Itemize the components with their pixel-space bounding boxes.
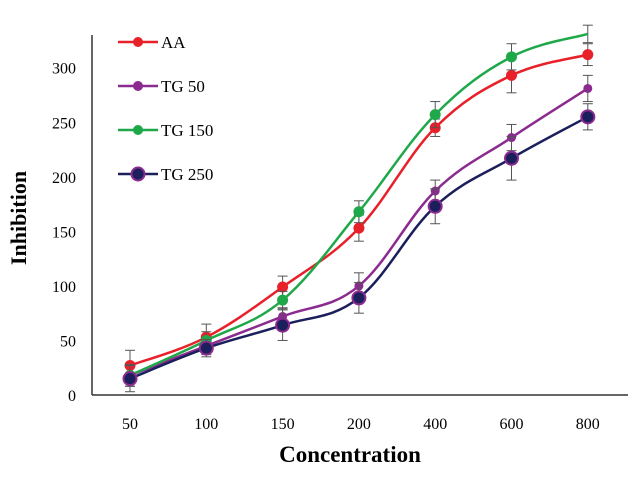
data-point — [122, 371, 138, 387]
legend-marker — [130, 166, 146, 182]
data-point — [582, 49, 594, 61]
y-tick-label: 200 — [52, 170, 76, 187]
series-tg-250 — [122, 103, 596, 393]
data-point — [353, 222, 365, 234]
y-axis-label: Inhibition — [6, 171, 31, 265]
x-tick-label: 400 — [423, 416, 447, 433]
data-point — [580, 109, 596, 125]
legend-label: TG 50 — [161, 77, 205, 96]
x-tick-label: 150 — [271, 416, 295, 433]
legend-marker — [133, 37, 143, 47]
x-axis-label: Concentration — [279, 442, 421, 467]
data-point — [427, 198, 443, 214]
legend-marker — [133, 125, 143, 135]
data-point — [429, 109, 441, 121]
y-tick-label: 250 — [52, 115, 76, 132]
data-point — [277, 281, 289, 293]
y-tick-label: 0 — [68, 388, 76, 405]
y-tick-label: 50 — [60, 333, 76, 350]
data-point — [506, 69, 517, 81]
series-line — [129, 115, 589, 380]
data-point — [583, 83, 593, 93]
data-point — [353, 206, 365, 218]
data-point — [504, 150, 519, 166]
x-tick-label: 600 — [500, 416, 524, 433]
series-layer — [122, 24, 596, 393]
y-tick-label: 100 — [52, 279, 76, 296]
y-tick-label: 150 — [52, 224, 76, 241]
legend-label: TG 150 — [161, 121, 213, 140]
x-tick-label: 200 — [347, 416, 371, 433]
data-point — [277, 294, 289, 306]
legend-label: TG 250 — [161, 165, 213, 184]
x-tick-label: 50 — [122, 416, 138, 433]
data-point — [198, 340, 214, 356]
data-point — [506, 51, 517, 63]
data-point — [275, 317, 291, 333]
legend-marker — [133, 81, 143, 91]
y-tick-label: 300 — [52, 61, 76, 78]
legend-label: AA — [161, 33, 186, 52]
data-point — [351, 290, 367, 306]
x-tick-label: 800 — [576, 416, 600, 433]
x-tick-label: 100 — [194, 416, 218, 433]
axes: 0 50 100 150 200 250 300 50 100 150 200 400 600 800 — [52, 35, 628, 433]
legend: AA TG 50 TG 150 TG 250 — [118, 33, 213, 184]
